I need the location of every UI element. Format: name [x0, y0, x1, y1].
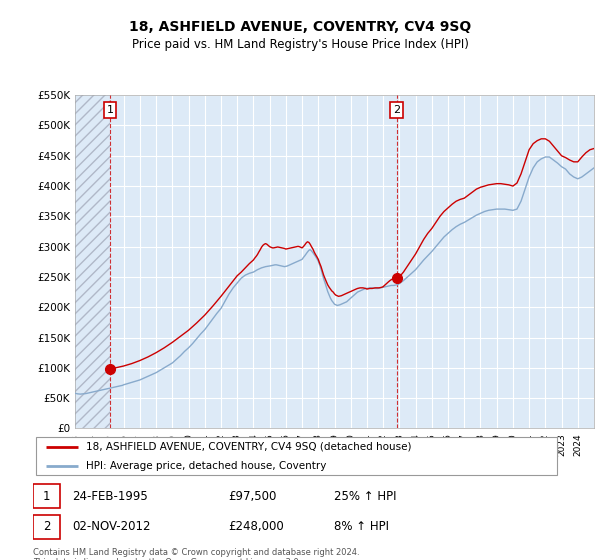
Text: 25% ↑ HPI: 25% ↑ HPI [334, 489, 397, 502]
FancyBboxPatch shape [33, 515, 61, 539]
Text: 1: 1 [43, 489, 50, 502]
Text: 18, ASHFIELD AVENUE, COVENTRY, CV4 9SQ: 18, ASHFIELD AVENUE, COVENTRY, CV4 9SQ [129, 20, 471, 34]
Text: 02-NOV-2012: 02-NOV-2012 [73, 520, 151, 534]
Bar [75, 95, 110, 428]
FancyBboxPatch shape [35, 437, 557, 475]
Text: 18, ASHFIELD AVENUE, COVENTRY, CV4 9SQ (detached house): 18, ASHFIELD AVENUE, COVENTRY, CV4 9SQ (… [86, 442, 412, 452]
Text: 1: 1 [106, 105, 113, 115]
Text: HPI: Average price, detached house, Coventry: HPI: Average price, detached house, Cove… [86, 461, 326, 471]
Text: 2: 2 [43, 520, 50, 534]
Text: 8% ↑ HPI: 8% ↑ HPI [334, 520, 389, 534]
Text: Contains HM Land Registry data © Crown copyright and database right 2024.
This d: Contains HM Land Registry data © Crown c… [33, 548, 359, 560]
Text: Price paid vs. HM Land Registry's House Price Index (HPI): Price paid vs. HM Land Registry's House … [131, 38, 469, 50]
FancyBboxPatch shape [33, 484, 61, 508]
Text: £97,500: £97,500 [229, 489, 277, 502]
Text: 24-FEB-1995: 24-FEB-1995 [73, 489, 148, 502]
Text: 2: 2 [393, 105, 400, 115]
Text: £248,000: £248,000 [229, 520, 284, 534]
